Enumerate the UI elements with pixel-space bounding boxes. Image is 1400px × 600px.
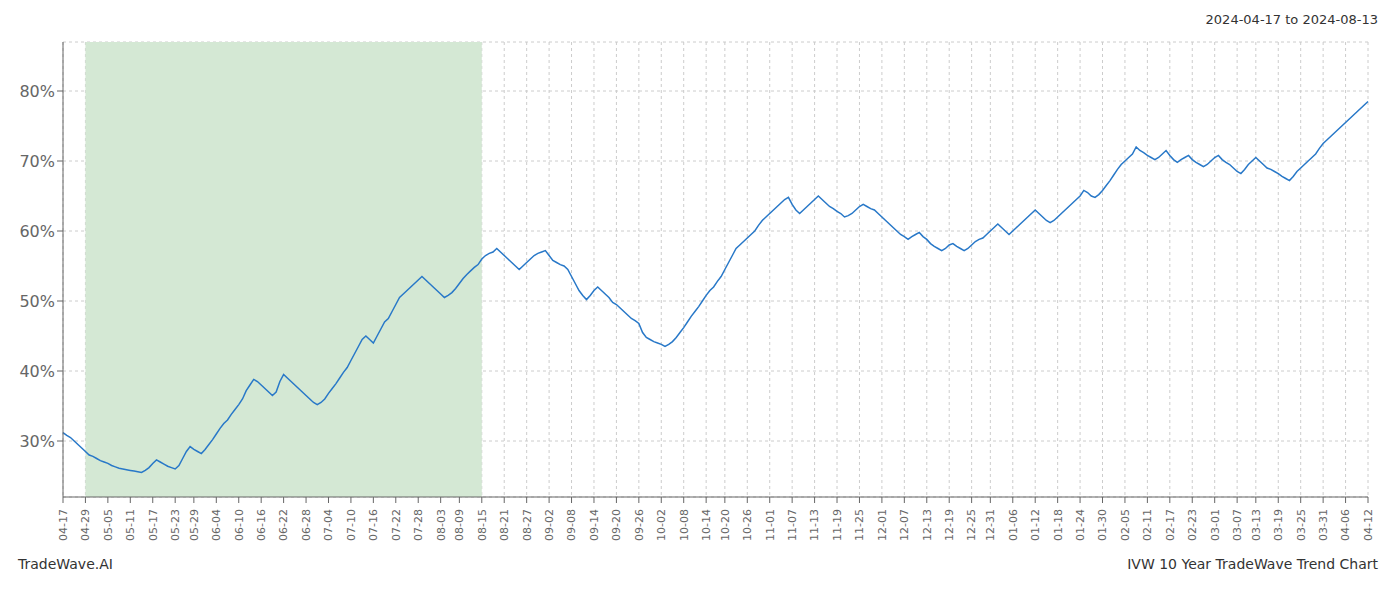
svg-text:11-07: 11-07 bbox=[786, 509, 799, 541]
svg-text:04-29: 04-29 bbox=[79, 509, 92, 541]
svg-text:12-25: 12-25 bbox=[965, 509, 978, 541]
svg-text:80%: 80% bbox=[19, 82, 55, 101]
svg-text:09-26: 09-26 bbox=[633, 509, 646, 541]
html-text:TradeWave.AI: TradeWave.AI bbox=[18, 556, 113, 572]
svg-text:30%: 30% bbox=[19, 432, 55, 451]
svg-text:08-15: 08-15 bbox=[476, 509, 489, 541]
svg-text:06-22: 06-22 bbox=[277, 509, 290, 541]
svg-text:05-05: 05-05 bbox=[102, 509, 115, 541]
svg-text:06-04: 06-04 bbox=[210, 509, 223, 541]
svg-text:01-12: 01-12 bbox=[1029, 509, 1042, 541]
svg-text:02-17: 02-17 bbox=[1164, 509, 1177, 541]
svg-text:10-02: 10-02 bbox=[655, 509, 668, 541]
svg-text:10-20: 10-20 bbox=[719, 509, 732, 541]
svg-text:40%: 40% bbox=[19, 362, 55, 381]
svg-text:06-16: 06-16 bbox=[255, 509, 268, 541]
svg-text:04-17: 04-17 bbox=[57, 509, 70, 541]
svg-text:10-14: 10-14 bbox=[700, 509, 713, 541]
svg-text:11-19: 11-19 bbox=[831, 509, 844, 541]
svg-text:05-11: 05-11 bbox=[124, 509, 137, 541]
svg-text:10-08: 10-08 bbox=[678, 509, 691, 541]
html-text:2024-04-17 to 2024-08-13: 2024-04-17 to 2024-08-13 bbox=[1205, 12, 1378, 27]
svg-text:08-21: 08-21 bbox=[498, 509, 511, 541]
svg-text:05-23: 05-23 bbox=[169, 509, 182, 541]
svg-text:08-03: 08-03 bbox=[435, 509, 448, 541]
svg-text:07-04: 07-04 bbox=[322, 509, 335, 541]
svg-text:03-25: 03-25 bbox=[1295, 509, 1308, 541]
svg-text:04-06: 04-06 bbox=[1339, 509, 1352, 541]
svg-text:12-13: 12-13 bbox=[921, 509, 934, 541]
svg-text:01-30: 01-30 bbox=[1096, 509, 1109, 541]
svg-text:01-06: 01-06 bbox=[1007, 509, 1020, 541]
svg-text:11-13: 11-13 bbox=[808, 509, 821, 541]
svg-text:05-29: 05-29 bbox=[188, 509, 201, 541]
svg-text:07-28: 07-28 bbox=[412, 509, 425, 541]
svg-text:06-10: 06-10 bbox=[233, 509, 246, 541]
svg-text:07-22: 07-22 bbox=[390, 509, 403, 541]
svg-text:09-08: 09-08 bbox=[565, 509, 578, 541]
svg-text:03-13: 03-13 bbox=[1250, 509, 1263, 541]
svg-text:09-20: 09-20 bbox=[610, 509, 623, 541]
svg-text:12-07: 12-07 bbox=[898, 509, 911, 541]
svg-text:07-10: 07-10 bbox=[345, 509, 358, 541]
svg-text:03-01: 03-01 bbox=[1209, 509, 1222, 541]
svg-text:05-17: 05-17 bbox=[147, 509, 160, 541]
svg-text:10-26: 10-26 bbox=[741, 509, 754, 541]
svg-text:12-01: 12-01 bbox=[876, 509, 889, 541]
svg-text:01-18: 01-18 bbox=[1051, 509, 1064, 541]
svg-text:08-09: 08-09 bbox=[453, 509, 466, 541]
html-text:IVW 10 Year TradeWave Trend Ch: IVW 10 Year TradeWave Trend Chart bbox=[1127, 556, 1378, 572]
svg-text:03-07: 03-07 bbox=[1231, 509, 1244, 541]
svg-text:11-25: 11-25 bbox=[853, 509, 866, 541]
svg-text:02-23: 02-23 bbox=[1186, 509, 1199, 541]
svg-text:08-27: 08-27 bbox=[521, 509, 534, 541]
svg-text:60%: 60% bbox=[19, 222, 55, 241]
svg-text:04-12: 04-12 bbox=[1362, 509, 1375, 541]
svg-text:50%: 50% bbox=[19, 292, 55, 311]
svg-text:12-31: 12-31 bbox=[984, 509, 997, 541]
svg-text:01-24: 01-24 bbox=[1074, 509, 1087, 541]
svg-text:02-05: 02-05 bbox=[1119, 509, 1132, 541]
svg-text:70%: 70% bbox=[19, 152, 55, 171]
svg-text:09-02: 09-02 bbox=[543, 509, 556, 541]
svg-text:02-11: 02-11 bbox=[1141, 509, 1154, 541]
svg-text:06-28: 06-28 bbox=[300, 509, 313, 541]
svg-text:11-01: 11-01 bbox=[764, 509, 777, 541]
svg-text:03-19: 03-19 bbox=[1272, 509, 1285, 541]
svg-text:12-19: 12-19 bbox=[943, 509, 956, 541]
svg-text:07-16: 07-16 bbox=[367, 509, 380, 541]
svg-text:03-31: 03-31 bbox=[1317, 509, 1330, 541]
svg-text:09-14: 09-14 bbox=[588, 509, 601, 541]
